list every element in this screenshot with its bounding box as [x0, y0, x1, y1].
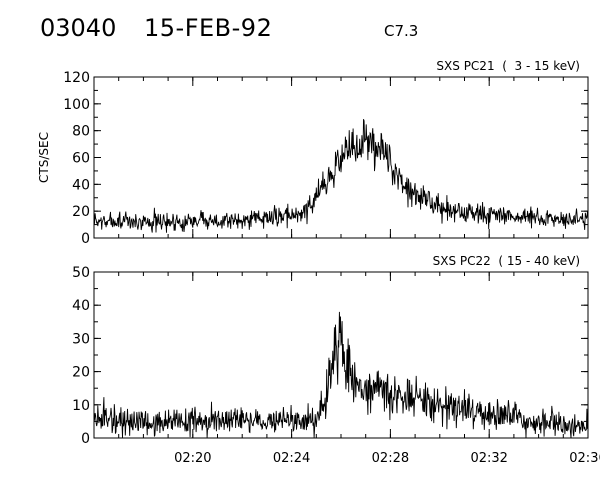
x-tick-label: 02:36 [569, 451, 600, 466]
y-tick-label: 30 [72, 331, 90, 347]
y-tick-label: 0 [81, 431, 90, 447]
x-tick-label: 02:28 [372, 451, 409, 466]
event-id: 03040 [40, 14, 117, 42]
y-tick-label: 50 [72, 265, 90, 281]
series-line [93, 119, 589, 233]
y-tick-label: 20 [72, 204, 90, 220]
y-tick-label: 60 [72, 151, 90, 167]
event-date: 15-FEB-92 [144, 14, 273, 42]
panel-pc21: SXS PC21 ( 3 - 15 keV) CTS/SEC 0 20 40 60 80 10… [37, 59, 589, 247]
y-tick-label: 10 [72, 398, 90, 414]
y-tick-label: 120 [63, 70, 90, 86]
flare-class: C7.3 [384, 22, 419, 40]
y-axis-label: CTS/SEC [37, 132, 51, 183]
panel-title: SXS PC22 ( 15 - 40 keV) [433, 254, 580, 268]
series-line [93, 311, 589, 439]
x-tick-label: 02:32 [470, 451, 507, 466]
y-tick-label: 40 [72, 298, 90, 314]
y-tick-label: 40 [72, 177, 90, 193]
panel-title: SXS PC21 ( 3 - 15 keV) [436, 59, 580, 73]
y-tick-label: 20 [72, 365, 90, 381]
x-tick-label: 02:20 [174, 451, 211, 466]
x-tick-label: 02:24 [273, 451, 310, 466]
y-tick-label: 0 [81, 231, 90, 247]
panel-pc22: SXS PC22 ( 15 - 40 keV) 0 10 20 30 40 50 02:20 0… [72, 254, 600, 466]
y-tick-label: 100 [63, 97, 90, 113]
y-tick-label: 80 [72, 124, 90, 140]
